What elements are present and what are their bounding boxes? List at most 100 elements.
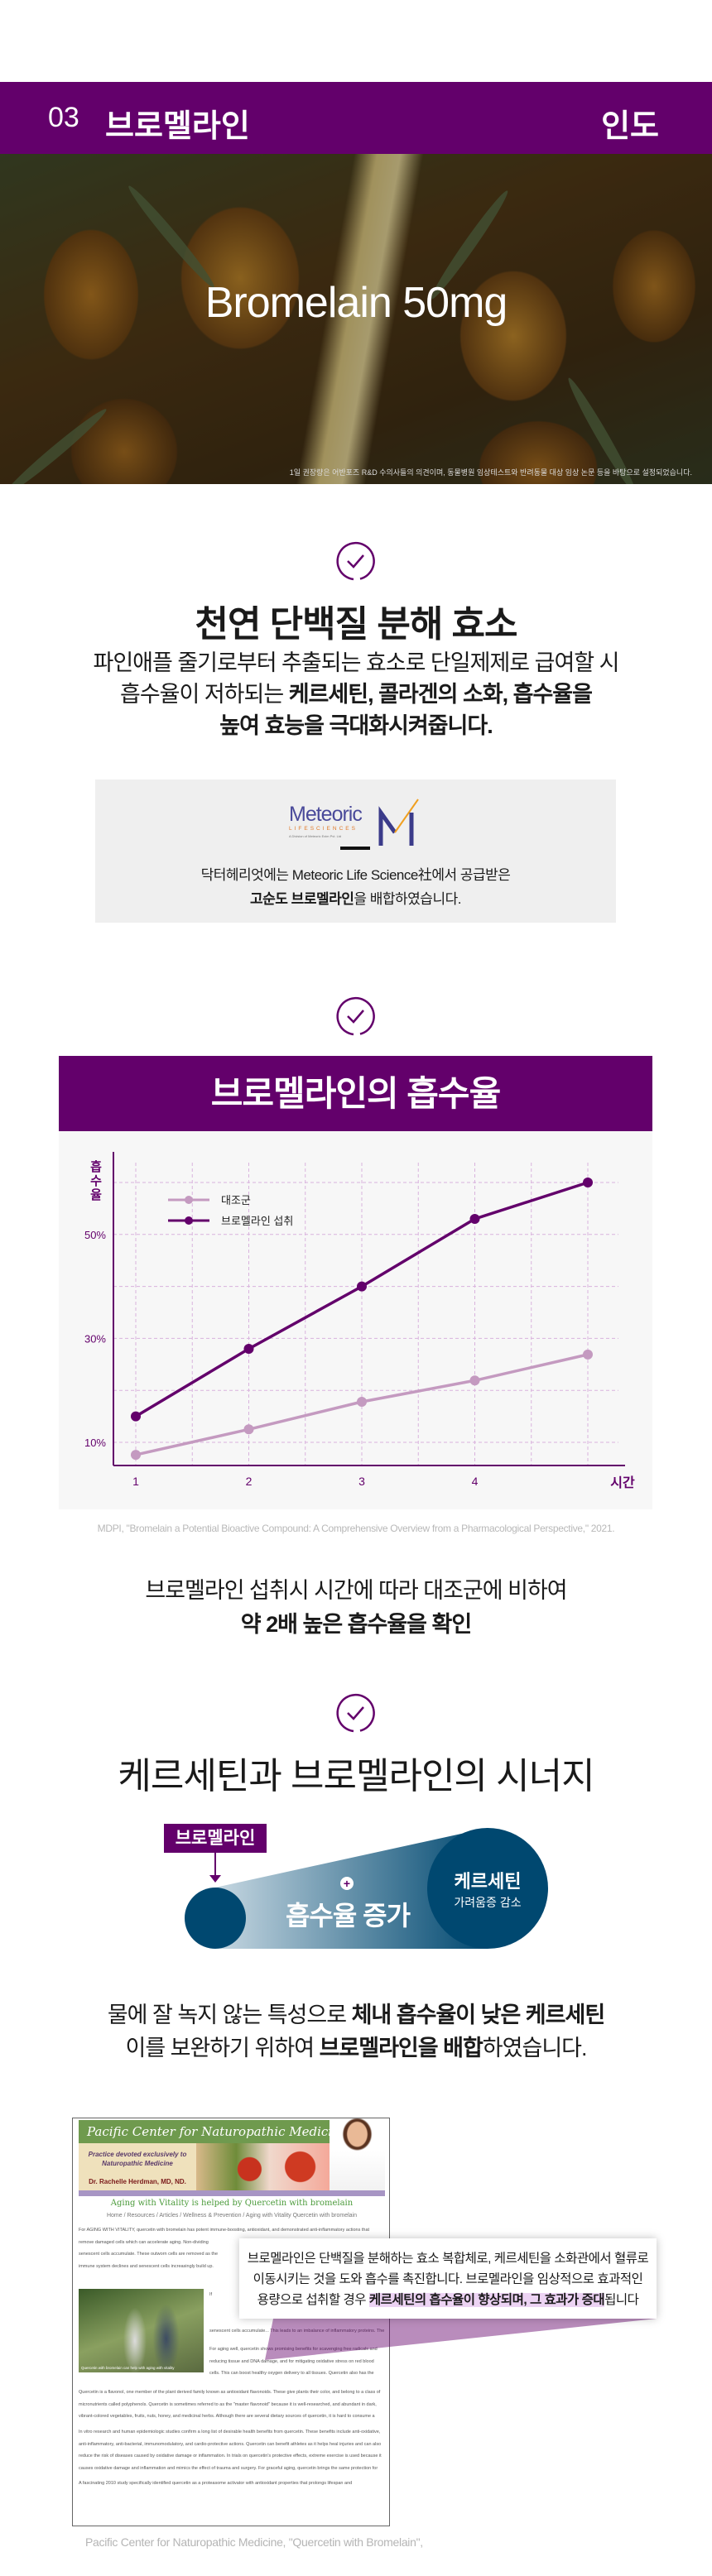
article-citation: Pacific Center for Naturopathic Medicine… [85,2535,423,2549]
tagline-1: Practice devoted exclusively to [88,2151,187,2158]
desc-line-1: 파인애플 줄기로부터 추출되는 효소로 단일제제로 급여할 시 [93,650,619,675]
chart-panel [59,1056,652,1509]
text-bold: 브로멜라인을 배합 [319,2036,483,2060]
callout-pointer [265,2319,657,2360]
y-axis-label: 흡 [90,1159,102,1174]
article-para-1-text: For AGING WITH VITALITY, quercetin with … [79,2228,370,2269]
y-tick-label: 30% [84,1332,106,1345]
article-banner-title: Pacific Center for Naturopathic Medicine [79,2120,330,2143]
legend-marker [185,1216,193,1225]
article-para-2: If senescent cells accumulate... This le… [204,2289,389,2337]
bromelain-tag: 브로멜라인 [175,1829,256,1848]
meteoric-m-mark-icon [378,799,419,846]
section1-description: 파인애플 줄기로부터 추출되는 효소로 단일제제로 급여할 시 흡수율이 저하되… [0,647,712,741]
data-point [469,1375,480,1386]
doctor-name: Dr. Rachelle Herdman, MD, ND. [89,2178,186,2185]
data-point [131,1450,141,1461]
synergy-title: 케르세틴과 브로멜라인의 시너지 [118,1756,594,1796]
couple-jogging-photo: Quercetin with bromelain can help with a… [79,2289,204,2372]
article-tagline: Practice devoted exclusively to Naturopa… [79,2143,196,2190]
desc-text: 흡수율이 저하되는 [119,682,289,707]
divider [340,847,370,850]
absorption-cone [215,1828,488,1949]
article-callout: 브로멜라인은 단백질을 분해하는 효소 복합체로, 케르세틴을 소화관에서 혈류… [239,2238,657,2319]
data-point [243,1424,254,1435]
y-tick-label: 50% [84,1229,106,1241]
bromelain-tag-bg [164,1824,267,1853]
article-para-2-text: If senescent cells accumulate... This le… [209,2292,385,2334]
section1-title: 천연 단백질 분해 효소 [195,604,518,645]
itch-reduction-label: 가려움증 감소 [454,1896,522,1909]
desc-bold: 높여 효능을 극대화시켜줍니다. [219,713,493,738]
article-screenshot: Pacific Center for Naturopathic Medicine… [72,2118,390,2526]
y-axis-label: 수 [90,1174,102,1188]
rosehip-image [196,2143,330,2190]
section-title: 브로멜라인 [105,109,250,144]
callout-line-2: 이동시키는 것을 도와 흡수를 촉진합니다. 브로멜라인을 임상적으로 효과적인 [253,2272,643,2286]
arrow-down-icon [209,1875,221,1883]
x-tick-label: 1 [132,1475,139,1488]
article-para-6: A fascinating 2010 study specifically id… [79,2481,353,2486]
supplier-rest: 을 배합하였습니다. [354,891,461,907]
data-point [583,1349,593,1360]
desc-line-3: 높여 효능을 극대화시켜줍니다. [0,710,712,741]
highlighted-text: 케르세틴의 흡수율이 향상되며, 그 효과가 증대 [368,2293,605,2307]
article-para-4: Quercetin is a flavonol, one member of t… [79,2390,381,2419]
summary-line-1: 브로멜라인 섭취시 시간에 따라 대조군에 비하여 [145,1578,567,1603]
logo-text: Meteoric [289,803,363,826]
check-circle-icon [336,996,375,1036]
article-para-3: For aging well, quercetin shows promisin… [209,2347,378,2376]
supplier-text: 닥터헤리엇에는 Meteoric Life Science社에서 공급받은 고순… [95,863,616,911]
plus-icon [340,1877,354,1890]
check-circle-icon [336,541,375,581]
small-circle [185,1888,246,1949]
quercetin-label: 케르세틴 [454,1871,522,1892]
absorption-increase-label: 흡수율 증가 [285,1901,411,1931]
text: 물에 잘 녹지 않는 특성으로 [107,2003,352,2027]
logo-subtext: LIFESCIENCES [289,826,358,832]
doctor-photo [330,2118,385,2190]
desc-line-2: 흡수율이 저하되는 케르세틴, 콜라겐의 소화, 흡수율을 [0,679,712,710]
y-axis-label: 율 [90,1188,102,1202]
article-para-1: For AGING WITH VITALITY, quercetin with … [73,2224,389,2272]
plus-sign: + [343,1877,351,1890]
logo-tagline: A Division of Meteoric Exim Pvt. Ltd [289,834,342,838]
legend-marker [185,1196,193,1204]
pineapple-hero-image: Bromelain 50mg 1일 권장량은 어반포즈 R&D 수의사들의 의견… [0,154,712,484]
desc-bold: 케르세틴, 콜라겐의 소화, 흡수율을 [288,682,593,707]
data-point [131,1411,141,1422]
article-breadcrumb: Home / Resources / Articles / Wellness &… [106,2213,358,2219]
data-point [469,1213,480,1224]
synergy-description: 물에 잘 녹지 않는 특성으로 체내 흡수율이 낮은 케르세틴 이를 보완하기 … [0,1998,712,2065]
chart-summary: 브로멜라인 섭취시 시간에 따라 대조군에 비하여 약 2배 높은 흡수율을 확… [0,1574,712,1642]
x-tick-label: 3 [358,1475,365,1488]
text: 용량으로 섭취할 경우 [257,2293,369,2307]
photo-caption: Quercetin with bromelain can help with a… [81,2366,175,2370]
chart-title: 브로멜라인의 흡수율 [59,1056,652,1131]
legend-label: 브로멜라인 섭취 [221,1215,293,1227]
text-bold: 체내 흡수율이 낮은 케르세틴 [351,2003,606,2027]
data-point [243,1343,254,1354]
x-axis-label: 시간 [610,1475,635,1490]
text: 이를 보완하기 위하여 [125,2036,320,2060]
callout-line-1: 브로멜라인은 단백질을 분해하는 효소 복합체로, 케르세틴을 소화관에서 혈류… [247,2252,649,2266]
banner-strip [79,2190,385,2196]
article-para-5: In vitro research and human epidemiologi… [79,2430,382,2471]
data-point [357,1397,367,1408]
supplier-box: Meteoric LIFESCIENCES A Division of Mete… [95,780,616,923]
chart-citation: MDPI, "Bromelain a Potential Bioactive C… [97,1523,615,1534]
supplier-bold: 고순도 브로멜라인 [250,891,354,907]
data-point [357,1281,367,1292]
meteoric-logo: Meteoric LIFESCIENCES A Division of Mete… [289,798,430,847]
y-tick-label: 10% [84,1437,106,1449]
article-headline: Aging with Vitality is helped by Quercet… [110,2199,354,2208]
origin-country: 인도 [601,109,659,144]
check-circle-icon [336,1693,375,1733]
summary-line-2: 약 2배 높은 흡수율을 확인 [240,1612,472,1637]
quercetin-circle [427,1828,548,1949]
legend-label: 대조군 [221,1194,251,1206]
hero-headline: Bromelain 50mg [204,279,508,327]
data-point [583,1178,593,1187]
x-tick-label: 2 [246,1475,253,1488]
